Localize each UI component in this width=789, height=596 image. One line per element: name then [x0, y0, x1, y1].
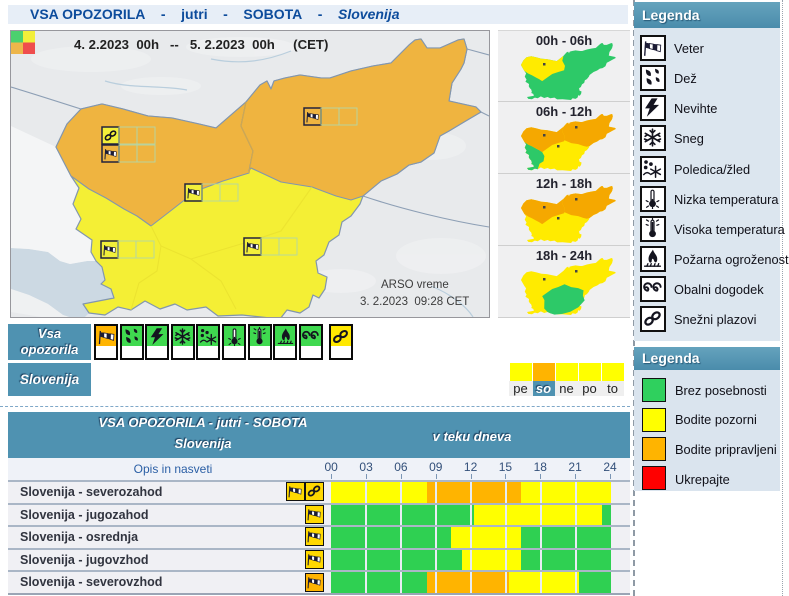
svg-text:3. 2.2023 09:28 CET: 3. 2.2023 09:28 CET: [360, 296, 469, 308]
svg-text:ARSO vreme: ARSO vreme: [381, 279, 449, 291]
svg-text:4. 2.2023 00h -- 5. 2.202: 4. 2.2023 00h -- 5. 2.2023 00h (CET): [74, 37, 328, 52]
